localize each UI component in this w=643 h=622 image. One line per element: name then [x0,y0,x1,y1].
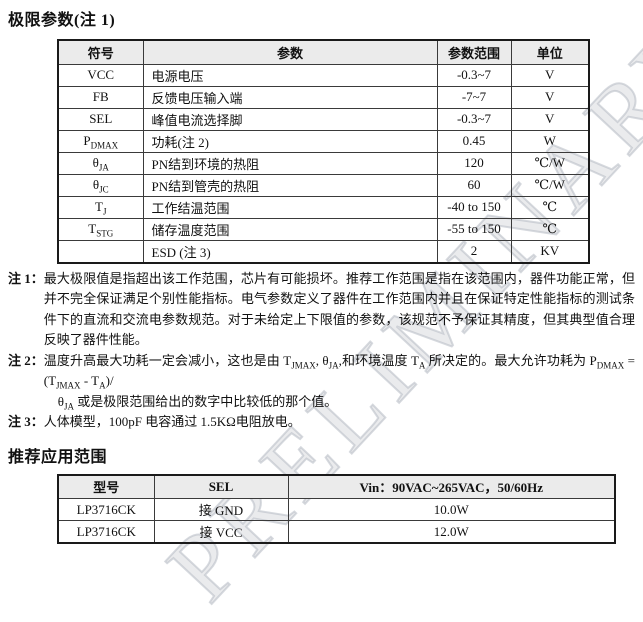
range-cell: 60 [436,173,512,197]
param-cell: ESD (注 3) [142,239,438,263]
table-row: TJ 工作结温范围 -40 to 150 ℃ [57,195,590,219]
param-cell: 电源电压 [142,63,438,87]
param-cell: 反馈电压输入端 [142,85,438,109]
unit-cell: V [510,63,590,87]
table-row: θJA PN结到环境的热阻 120 ℃/W [57,151,590,175]
symbol-cell: FB [57,85,144,109]
unit-cell: ℃/W [510,173,590,197]
param-cell: PN结到环境的热阻 [142,151,438,175]
model-cell: LP3716CK [57,520,155,544]
note-3: 注 3： 人体模型，100pF 电容通过 1.5KΩ电阻放电。 [8,412,635,433]
range-cell: 0.45 [436,129,512,153]
limits-header-row: 符号 参数 参数范围 单位 [57,39,590,65]
recommended-applications-table: 型号 SEL Vin：90VAC~265VAC，50/60Hz LP3716CK… [57,473,616,544]
param-cell: 储存温度范围 [142,217,438,241]
table-row: LP3716CK 接 VCC 12.0W [57,520,616,544]
unit-cell: KV [510,239,590,263]
symbol-cell: TSTG [57,217,144,241]
param-cell: PN结到管壳的热阻 [142,173,438,197]
symbol-cell: θJA [57,151,144,175]
table-row: SEL 峰值电流选择脚 -0.3~7 V [57,107,590,131]
col-header-unit: 单位 [510,39,590,65]
symbol-cell [57,239,144,263]
col-header-range: 参数范围 [436,39,512,65]
note-2-line1: 温度升高最大功耗一定会减小，这也是由 TJMAX, θJA,和环境温度 TA 所… [43,352,635,391]
power-cell: 12.0W [287,520,616,544]
table-row: ESD (注 3) 2 KV [57,239,590,263]
power-cell: 10.0W [287,498,616,521]
unit-cell: ℃/W [510,151,590,175]
note-3-text: 人体模型，100pF 电容通过 1.5KΩ电阻放电。 [43,414,301,429]
range-cell: 2 [436,239,512,263]
symbol-cell: SEL [57,107,144,131]
note-1-text: 最大极限值是指超出该工作范围，芯片有可能损坏。推荐工作范围是指在该范围内，器件功… [43,270,635,348]
param-cell: 功耗(注 2) [142,129,438,153]
footnotes: 注 1： 最大极限值是指超出该工作范围，芯片有可能损坏。推荐工作范围是指在该范围… [8,269,635,433]
limits-table: 符号 参数 参数范围 单位 VCC 电源电压 -0.3~7 V FB 反馈电压输… [57,39,590,264]
note-2: 注 2： 温度升高最大功耗一定会减小，这也是由 TJMAX, θJA,和环境温度… [8,351,635,413]
range-cell: -0.3~7 [436,63,512,87]
unit-cell: ℃ [510,195,590,219]
symbol-cell: PDMAX [57,129,144,153]
unit-cell: W [510,129,590,153]
range-cell: -7~7 [436,85,512,109]
unit-cell: V [510,85,590,109]
note-2-text: 温度升高最大功耗一定会减小，这也是由 TJMAX, θJA,和环境温度 TA 所… [44,351,635,413]
limits-section-title: 极限参数(注 1) [8,12,116,29]
symbol-cell: VCC [57,63,144,87]
unit-cell: V [510,107,590,131]
table-row: TSTG 储存温度范围 -55 to 150 ℃ [57,217,590,241]
range-cell: 120 [436,151,512,175]
table-row: VCC 电源电压 -0.3~7 V [57,63,590,87]
param-cell: 峰值电流选择脚 [142,107,438,131]
col-header-param: 参数 [142,39,438,65]
note-3-label: 注 3： [8,414,44,429]
note-1-label: 注 1： [8,270,44,286]
note-2-label: 注 2： [8,352,44,368]
range-cell: -40 to 150 [436,195,512,219]
apps-section-title: 推荐应用范围 [8,448,108,466]
table-row: θJC PN结到管壳的热阻 60 ℃/W [57,173,590,197]
param-cell: 工作结温范围 [142,195,438,219]
table-row: FB 反馈电压输入端 -7~7 V [57,85,590,109]
table-row: LP3716CK 接 GND 10.0W [57,498,616,521]
table-row: PDMAX 功耗(注 2) 0.45 W [57,129,590,153]
col-header-symbol: 符号 [57,39,144,65]
note-1: 注 1： 最大极限值是指超出该工作范围，芯片有可能损坏。推荐工作范围是指在该范围… [8,269,635,351]
datasheet-page: 极限参数(注 1) 符号 参数 参数范围 单位 VCC 电源电压 -0.3~7 … [0,6,643,544]
range-cell: -55 to 150 [436,217,512,241]
symbol-cell: TJ [57,195,144,219]
range-cell: -0.3~7 [436,107,512,131]
unit-cell: ℃ [510,217,590,241]
note-2-line2: θJA 或是极限范围给出的数字中比较低的那个值。 [57,393,338,412]
symbol-cell: θJC [57,173,144,197]
sel-cell: 接 GND [153,498,289,521]
model-cell: LP3716CK [57,498,155,521]
sel-cell: 接 VCC [153,520,289,544]
